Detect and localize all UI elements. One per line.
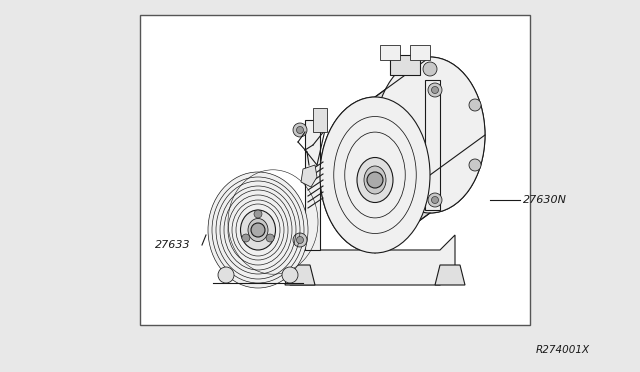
Polygon shape <box>285 265 315 285</box>
Ellipse shape <box>375 57 485 213</box>
Bar <box>305 120 320 250</box>
Bar <box>380 45 400 60</box>
Polygon shape <box>435 265 465 285</box>
Polygon shape <box>290 235 455 285</box>
Circle shape <box>469 159 481 171</box>
Circle shape <box>367 172 383 188</box>
Text: R274001X: R274001X <box>536 345 590 355</box>
Ellipse shape <box>364 166 386 194</box>
Ellipse shape <box>357 157 393 202</box>
Circle shape <box>218 267 234 283</box>
Polygon shape <box>301 165 317 187</box>
Text: 27633: 27633 <box>155 240 191 250</box>
Circle shape <box>431 87 438 93</box>
Ellipse shape <box>248 218 268 241</box>
Circle shape <box>266 234 274 242</box>
Circle shape <box>296 237 303 244</box>
Circle shape <box>251 223 265 237</box>
Circle shape <box>254 210 262 218</box>
Circle shape <box>428 193 442 207</box>
Bar <box>140 15 530 325</box>
Circle shape <box>469 99 481 111</box>
Circle shape <box>296 126 303 134</box>
Circle shape <box>431 196 438 203</box>
Ellipse shape <box>320 97 430 253</box>
Circle shape <box>293 233 307 247</box>
Bar <box>425 80 440 210</box>
Bar <box>313 108 327 132</box>
Circle shape <box>423 62 437 76</box>
Circle shape <box>282 267 298 283</box>
Circle shape <box>428 83 442 97</box>
Ellipse shape <box>241 210 275 250</box>
Circle shape <box>242 234 250 242</box>
Bar <box>390 55 420 75</box>
Ellipse shape <box>208 172 308 288</box>
Circle shape <box>293 123 307 137</box>
Polygon shape <box>320 57 485 253</box>
Bar <box>410 45 430 60</box>
Text: 27630N: 27630N <box>523 195 567 205</box>
